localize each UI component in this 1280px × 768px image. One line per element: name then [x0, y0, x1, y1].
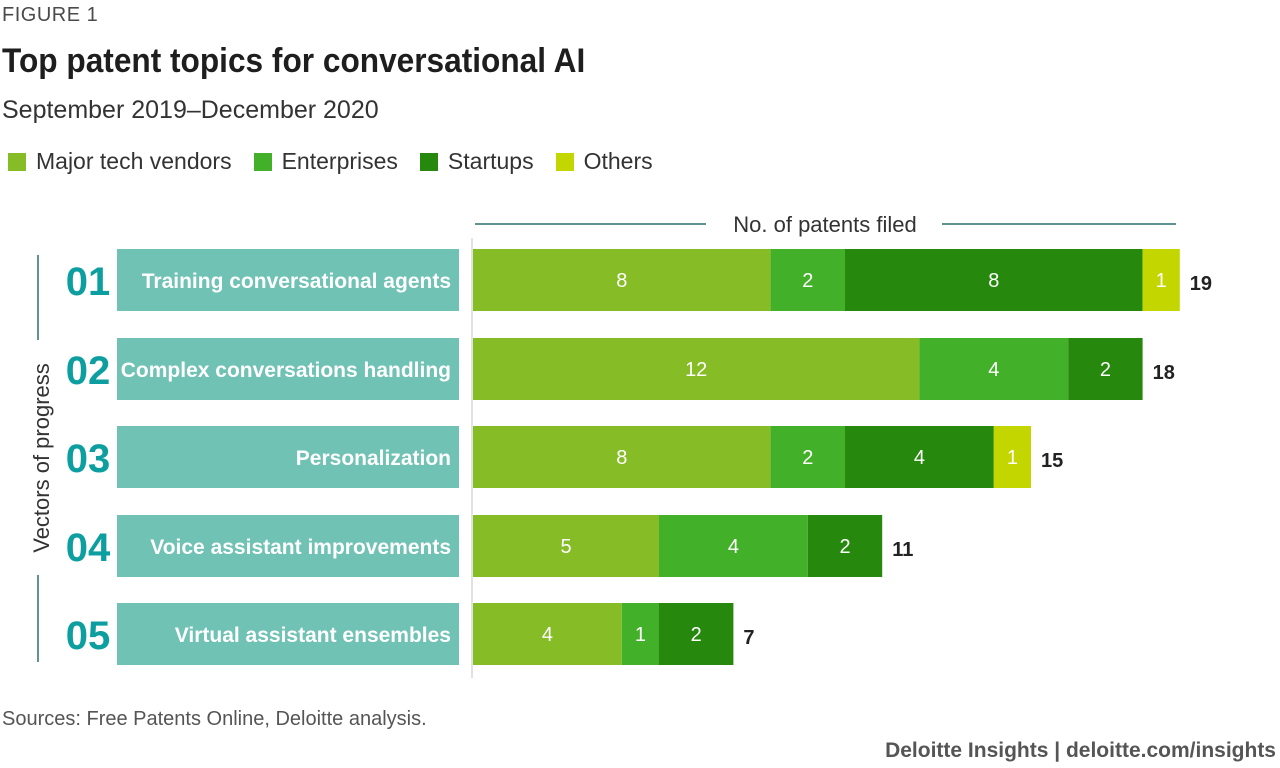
side-label: Vectors of progress	[29, 363, 54, 553]
legend-item-major: Major tech vendors	[8, 148, 232, 175]
category-label: Personalization	[296, 447, 451, 470]
segment-value-label: 2	[1100, 359, 1111, 381]
segment-value-label: 2	[839, 536, 850, 558]
total-label: 7	[743, 627, 754, 649]
bar-segment	[807, 515, 883, 577]
source-note: Sources: Free Patents Online, Deloitte a…	[2, 708, 427, 730]
legend: Major tech vendors Enterprises Startups …	[8, 148, 653, 175]
legend-swatch-enterprises	[253, 152, 272, 171]
category-label-box	[117, 249, 459, 311]
segment-value-label: 2	[802, 447, 813, 469]
figure-label: FIGURE 1	[2, 4, 99, 26]
row-number: 03	[66, 437, 111, 481]
legend-item-startups: Startups	[419, 148, 534, 175]
bar-segment	[1142, 249, 1180, 311]
bar-segment	[993, 426, 1031, 488]
bar-chart: No. of patents filed Vectors of progress 0…	[29, 212, 1212, 678]
category-label: Training conversational agents	[142, 270, 451, 293]
segment-value-label: 8	[616, 270, 627, 292]
segment-value-label: 1	[1156, 270, 1167, 292]
bar-segment	[473, 249, 771, 311]
bar-segment	[473, 515, 659, 577]
row-number: 04	[66, 526, 111, 570]
chart-title: Top patent topics for conversational AI	[2, 42, 586, 80]
segment-value-label: 2	[802, 270, 813, 292]
category-label-box	[117, 338, 459, 400]
bar-segment	[659, 603, 734, 665]
category-label-box	[117, 426, 459, 488]
segment-value-label: 8	[988, 270, 999, 292]
category-label-box	[117, 515, 459, 577]
brand-footer: Deloitte Insights | deloitte.com/insight…	[885, 739, 1276, 762]
chart-subtitle: September 2019–December 2020	[2, 96, 379, 124]
total-label: 11	[892, 539, 913, 561]
legend-item-others: Others	[555, 148, 653, 175]
legend-swatch-others	[555, 152, 574, 171]
legend-label-major: Major tech vendors	[36, 148, 232, 174]
bar-segment	[1068, 338, 1143, 400]
total-label: 19	[1190, 273, 1212, 295]
segment-value-label: 5	[560, 536, 571, 558]
segment-value-label: 4	[542, 624, 553, 646]
category-label-box	[117, 603, 459, 665]
segment-value-label: 4	[914, 447, 925, 469]
bar-segment	[845, 426, 994, 488]
segment-value-label: 4	[988, 359, 999, 381]
bar-segment	[473, 338, 920, 400]
legend-item-enterprises: Enterprises	[253, 148, 398, 175]
legend-swatch-startups	[419, 152, 438, 171]
legend-label-enterprises: Enterprises	[281, 148, 398, 174]
segment-value-label: 4	[728, 536, 739, 558]
row-number: 05	[66, 614, 111, 658]
bar-segment	[770, 249, 845, 311]
total-label: 15	[1041, 450, 1063, 472]
bar-segment	[473, 603, 622, 665]
segment-value-label: 1	[635, 624, 646, 646]
category-label: Voice assistant improvements	[150, 536, 451, 559]
bar-segment	[659, 515, 808, 577]
bar-segment	[919, 338, 1069, 400]
segment-value-label: 1	[1007, 447, 1018, 469]
legend-swatch-major	[8, 152, 26, 171]
total-label: 18	[1153, 362, 1175, 384]
legend-label-startups: Startups	[447, 148, 534, 174]
segment-value-label: 12	[685, 359, 707, 381]
row-number: 01	[66, 260, 111, 304]
bar-segment	[621, 603, 659, 665]
row-number: 02	[66, 349, 111, 393]
legend-label-others: Others	[583, 148, 653, 174]
bar-segment	[845, 249, 1143, 311]
category-label: Complex conversations handling	[121, 359, 451, 382]
category-label: Virtual assistant ensembles	[175, 624, 451, 647]
segment-value-label: 8	[616, 447, 627, 469]
bar-segment	[770, 426, 845, 488]
axis-caption: No. of patents filed	[733, 212, 916, 237]
bar-segment	[473, 426, 771, 488]
segment-value-label: 2	[691, 624, 702, 646]
